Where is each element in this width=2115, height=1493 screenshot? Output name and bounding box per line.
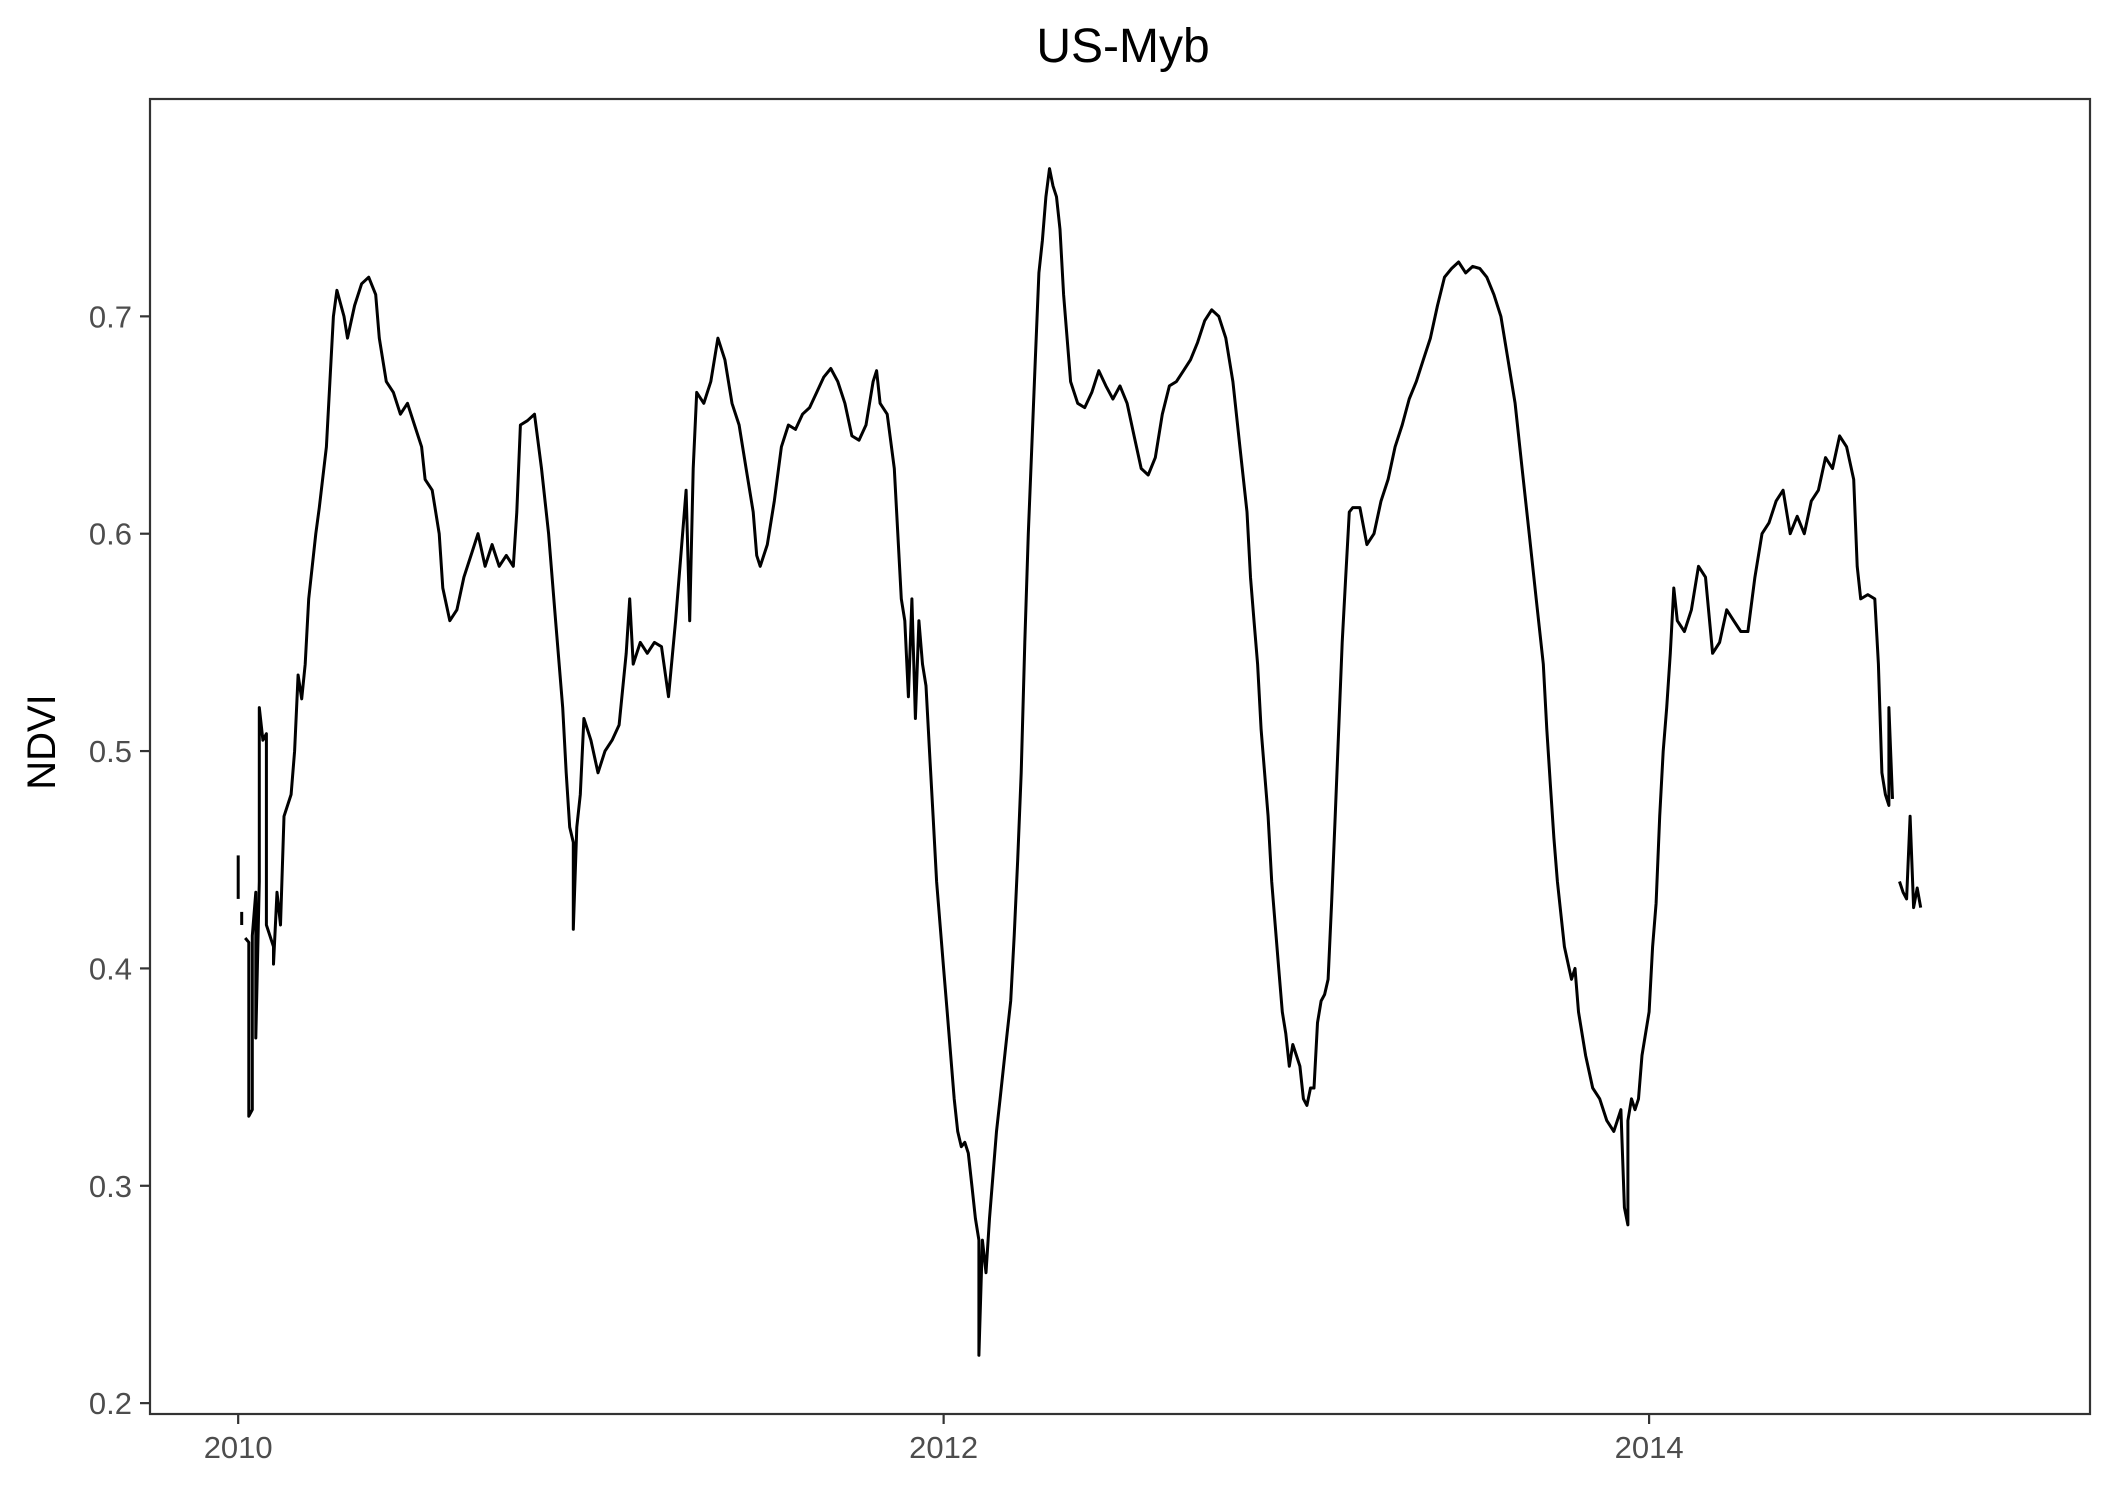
y-axis-label: NDVI [20, 694, 64, 790]
y-tick-label: 0.3 [89, 1169, 132, 1204]
y-axis: 0.2 0.3 0.4 0.5 0.6 0.7 [89, 299, 150, 1421]
ndvi-line-segment [1898, 814, 1923, 910]
y-tick-label: 0.2 [89, 1386, 132, 1421]
x-axis: 2010 2012 2014 [204, 1414, 1684, 1465]
y-tick-label: 0.5 [89, 734, 132, 769]
ndvi-series [236, 167, 1923, 1357]
y-tick-label: 0.7 [89, 299, 132, 334]
y-tick-label: 0.4 [89, 951, 132, 986]
y-tick-label: 0.6 [89, 517, 132, 552]
x-tick-label: 2010 [204, 1430, 273, 1465]
x-tick-label: 2014 [1615, 1430, 1684, 1465]
x-tick-label: 2012 [909, 1430, 978, 1465]
chart-title: US-Myb [1036, 20, 1209, 73]
plot-panel-border [148, 97, 2092, 1416]
ndvi-line-segment [244, 167, 1894, 1357]
